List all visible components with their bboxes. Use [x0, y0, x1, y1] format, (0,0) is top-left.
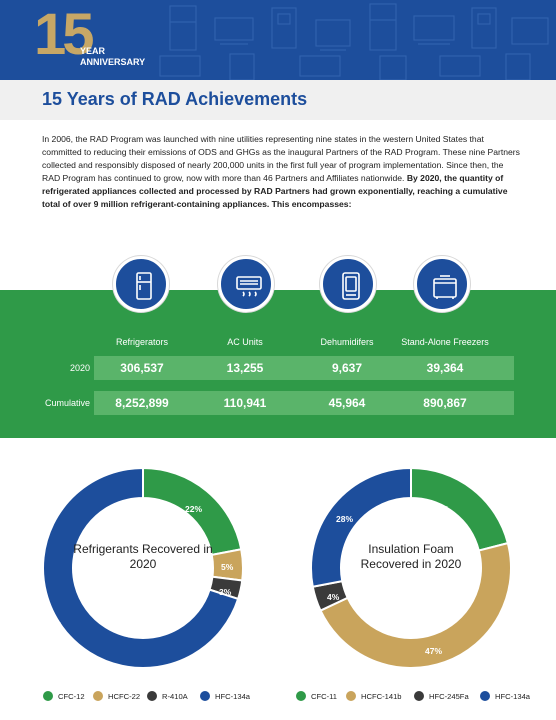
- col-header-dehumidifiers: Dehumidifers: [320, 337, 374, 347]
- title-bar: 15 Years of RAD Achievements: [0, 80, 556, 120]
- legend-dot-dark: [147, 691, 157, 701]
- donut-slice-hcfc-141b: [319, 541, 511, 668]
- cell-cumulative-ac-units: 110,941: [223, 396, 267, 410]
- legend-label: HCFC-22: [108, 692, 141, 701]
- cell-cumulative-dehumidifiers: 45,964: [328, 396, 366, 410]
- pct-label-hfc-134a-foam: 28%: [336, 514, 354, 524]
- legend-label: R-410A: [162, 692, 188, 701]
- row-cumulative: [94, 391, 514, 415]
- pct-label-hcfc-22: 5%: [221, 562, 234, 572]
- header-banner: 15 YEAR ANNIVERSARY: [0, 0, 556, 80]
- legend-label: HFC-134a: [215, 692, 251, 701]
- donut-slice-hfc-134a: [311, 468, 412, 588]
- pct-label-cfc-12: 22%: [185, 504, 203, 514]
- pct-label-hcfc-141b: 47%: [425, 646, 443, 656]
- row-label-2020: 2020: [69, 363, 90, 373]
- page-title: 15 Years of RAD Achievements: [42, 89, 308, 109]
- pct-label-hfc-134a: 70%: [45, 620, 63, 630]
- legend-label: HFC-134a: [495, 692, 531, 701]
- row-2020: [94, 356, 514, 380]
- legend-label: CFC-12: [58, 692, 85, 701]
- refrigerants-donut-chart: Refrigerants Recovered in 2020 22% 5% 3%…: [43, 468, 243, 668]
- ac-unit-icon: [218, 256, 274, 312]
- logo-year-text: YEAR: [80, 46, 106, 56]
- intro-bold-text: By 2020, the quantity of refrigerated ap…: [42, 173, 508, 209]
- anniversary-logo: 15 YEAR ANNIVERSARY: [34, 2, 154, 76]
- refrigerants-legend: CFC-12 HCFC-22 R-410A HFC-134a: [43, 690, 263, 704]
- legend-dot-green: [43, 691, 53, 701]
- legend-dot-dark: [414, 691, 424, 701]
- legend-dot-blue: [480, 691, 490, 701]
- legend-label: HCFC-141b: [361, 692, 402, 701]
- cell-2020-refrigerators: 306,537: [120, 361, 164, 375]
- legend-dot-blue: [200, 691, 210, 701]
- row-label-cumulative: Cumulative: [44, 398, 90, 408]
- insulation-foam-chart-title: Insulation Foam Recovered in 2020: [360, 542, 462, 571]
- refrigerants-chart-title: Refrigerants Recovered in 2020: [73, 542, 213, 571]
- legend-dot-gold: [93, 691, 103, 701]
- legend-dot-gold: [346, 691, 356, 701]
- legend-label: CFC-11: [311, 692, 338, 701]
- col-header-ac-units: AC Units: [227, 337, 263, 347]
- refrigerants-donut-svg: [43, 468, 243, 668]
- intro-paragraph: In 2006, the RAD Program was launched wi…: [42, 133, 522, 211]
- donut-slice-cfc-11: [410, 468, 510, 552]
- logo-number: 15: [34, 2, 94, 67]
- insulation-foam-donut-svg: [311, 468, 511, 668]
- donut-slice-hfc-134a: [43, 468, 240, 668]
- pct-label-hfc-245fa: 4%: [327, 592, 340, 602]
- legend-dot-green: [296, 691, 306, 701]
- insulation-foam-legend: CFC-11 HCFC-141b HFC-245Fa HFC-134a: [296, 690, 536, 704]
- logo-anniversary-text: ANNIVERSARY: [80, 57, 146, 67]
- refrigerator-icon: [113, 256, 169, 312]
- intro-text: In 2006, the RAD Program was launched wi…: [42, 134, 520, 183]
- cell-cumulative-freezers: 890,867: [423, 396, 467, 410]
- dehumidifier-icon: [320, 256, 376, 312]
- col-header-refrigerators: Refrigerators: [115, 337, 169, 347]
- pct-label-r-410a: 3%: [219, 587, 232, 597]
- cell-2020-ac-units: 13,255: [226, 361, 264, 375]
- col-header-freezers: Stand-Alone Freezers: [401, 337, 489, 347]
- pct-label-cfc-11: 21%: [432, 504, 450, 514]
- insulation-foam-donut-chart: Insulation Foam Recovered in 2020 21% 47…: [311, 468, 511, 668]
- legend-label: HFC-245Fa: [429, 692, 469, 701]
- cell-2020-freezers: 39,364: [426, 361, 464, 375]
- freezer-icon: [414, 256, 470, 312]
- cell-2020-dehumidifiers: 9,637: [331, 361, 363, 375]
- cell-cumulative-refrigerators: 8,252,899: [115, 396, 169, 410]
- banner-pattern: [159, 3, 549, 80]
